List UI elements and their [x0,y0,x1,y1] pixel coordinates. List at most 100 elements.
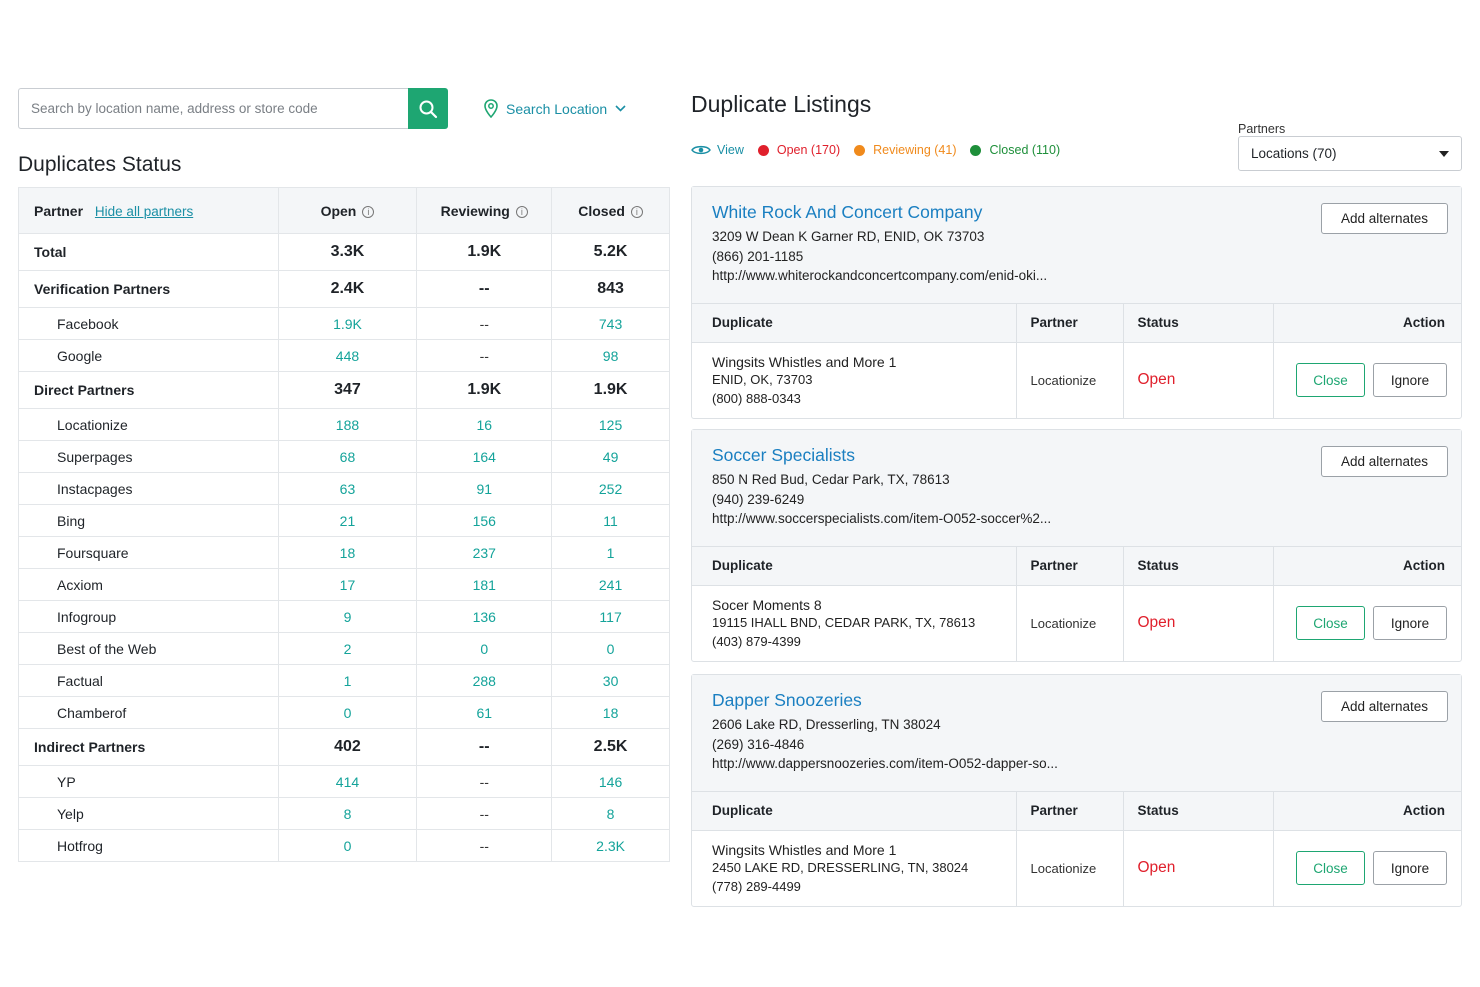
business-name-link[interactable]: Dapper Snoozeries [712,690,862,710]
open-count-cell[interactable]: 21 [277,504,418,537]
business-name-link[interactable]: White Rock And Concert Company [712,202,983,222]
legend-closed-label: Closed (110) [989,143,1061,157]
reviewing-count-cell: -- [416,270,553,308]
close-button[interactable]: Close [1296,363,1365,398]
search-button[interactable] [408,88,448,129]
partner-name-cell: Chamberof [18,696,279,729]
close-button[interactable]: Close [1296,851,1365,886]
open-count-cell[interactable]: 8 [277,797,418,830]
closed-count-cell[interactable]: 49 [551,440,670,473]
close-button[interactable]: Close [1296,606,1365,641]
ignore-button[interactable]: Ignore [1373,851,1447,886]
reviewing-header-label: Reviewing [440,202,510,219]
chevron-down-icon [615,105,626,112]
closed-count-cell[interactable]: 98 [551,339,670,372]
closed-count-cell[interactable]: 241 [551,568,670,601]
hide-all-partners-link[interactable]: Hide all partners [94,203,194,219]
duplicate-status: Open [1123,585,1274,661]
info-icon[interactable]: i [362,205,375,218]
business-name-link[interactable]: Soccer Specialists [712,445,855,465]
reviewing-count-cell[interactable]: 136 [416,600,553,633]
closed-count-cell[interactable]: 252 [551,472,670,505]
open-count-cell[interactable]: 1.9K [277,307,418,340]
closed-count-cell[interactable]: 125 [551,408,670,441]
search-bar: Search Location [18,88,672,129]
add-alternates-button[interactable]: Add alternates [1321,203,1448,234]
open-count-cell[interactable]: 448 [277,339,418,372]
closed-count-cell[interactable]: 0 [551,632,670,665]
closed-count-cell[interactable]: 30 [551,664,670,697]
reviewing-count-cell[interactable]: -- [416,765,553,798]
reviewing-count-cell[interactable]: -- [416,307,553,340]
partner-name-cell: Yelp [18,797,279,830]
open-count-cell: 347 [277,371,418,409]
table-row: Yelp 8 -- 8 [18,797,670,830]
status-table-body: Total 3.3K 1.9K 5.2K Verification Partners 2.… [18,233,670,862]
closed-header-label: Closed [578,202,625,219]
open-count-cell: 402 [277,728,418,766]
open-count-cell[interactable]: 17 [277,568,418,601]
reviewing-count-cell[interactable]: 0 [416,632,553,665]
reviewing-count-cell[interactable]: 237 [416,536,553,569]
table-row: Direct Partners 347 1.9K 1.9K [18,371,670,409]
open-header-label: Open [320,202,357,219]
search-location-dropdown[interactable]: Search Location [484,99,626,118]
partner-name-cell: Indirect Partners [18,728,279,766]
closed-count-cell[interactable]: 117 [551,600,670,633]
closed-count-cell: 5.2K [551,233,670,271]
reviewing-count-cell[interactable]: 156 [416,504,553,537]
partner-name-cell: Hotfrog [18,829,279,862]
ignore-button[interactable]: Ignore [1373,606,1447,641]
reviewing-count-cell[interactable]: 164 [416,440,553,473]
add-alternates-button[interactable]: Add alternates [1321,446,1448,477]
reviewing-count-cell[interactable]: 288 [416,664,553,697]
ignore-button[interactable]: Ignore [1373,363,1447,398]
reviewing-count-cell[interactable]: -- [416,339,553,372]
reviewing-count-cell[interactable]: 181 [416,568,553,601]
open-count-cell[interactable]: 0 [277,696,418,729]
reviewing-count-cell[interactable]: 61 [416,696,553,729]
closed-count-cell[interactable]: 8 [551,797,670,830]
legend-reviewing[interactable]: Reviewing (41) [854,143,956,157]
status-column-header: Status [1123,792,1274,831]
open-count-cell[interactable]: 414 [277,765,418,798]
search-input[interactable] [18,88,408,129]
info-icon[interactable]: i [630,205,643,218]
duplicate-actions: Close Ignore [1273,585,1461,661]
legend-view[interactable]: View [691,143,744,157]
closed-count-cell[interactable]: 146 [551,765,670,798]
reviewing-count-cell: 1.9K [416,233,553,271]
open-count-cell: 2.4K [277,270,418,308]
legend-closed[interactable]: Closed (110) [970,143,1060,157]
partner-name-cell: Bing [18,504,279,537]
table-row: Indirect Partners 402 -- 2.5K [18,728,670,766]
open-count-cell[interactable]: 68 [277,440,418,473]
closed-count-cell[interactable]: 18 [551,696,670,729]
open-count-cell[interactable]: 63 [277,472,418,505]
closed-count-cell[interactable]: 11 [551,504,670,537]
reviewing-count-cell[interactable]: -- [416,829,553,862]
open-count-cell[interactable]: 2 [277,632,418,665]
closed-count-cell[interactable]: 1 [551,536,670,569]
open-count-cell[interactable]: 9 [277,600,418,633]
open-count-cell[interactable]: 1 [277,664,418,697]
partners-select[interactable]: Locations (70) [1238,136,1462,171]
partners-selected-value: Locations (70) [1251,146,1337,161]
open-count-cell[interactable]: 188 [277,408,418,441]
reviewing-count-cell[interactable]: -- [416,797,553,830]
partner-name-cell: Factual [18,664,279,697]
reviewing-count-cell[interactable]: 91 [416,472,553,505]
partner-name-cell: Direct Partners [18,371,279,409]
info-icon[interactable]: i [515,205,528,218]
partner-name-cell: Locationize [18,408,279,441]
partner-name-cell: Acxiom [18,568,279,601]
duplicate-name: Socer Moments 8 [712,596,822,613]
add-alternates-button[interactable]: Add alternates [1321,691,1448,722]
open-count-cell[interactable]: 18 [277,536,418,569]
closed-count-cell[interactable]: 2.3K [551,829,670,862]
open-count-cell[interactable]: 0 [277,829,418,862]
reviewing-count-cell[interactable]: 16 [416,408,553,441]
business-phone: (866) 201-1185 [712,248,804,264]
legend-open[interactable]: Open (170) [757,143,840,157]
closed-count-cell[interactable]: 743 [551,307,670,340]
